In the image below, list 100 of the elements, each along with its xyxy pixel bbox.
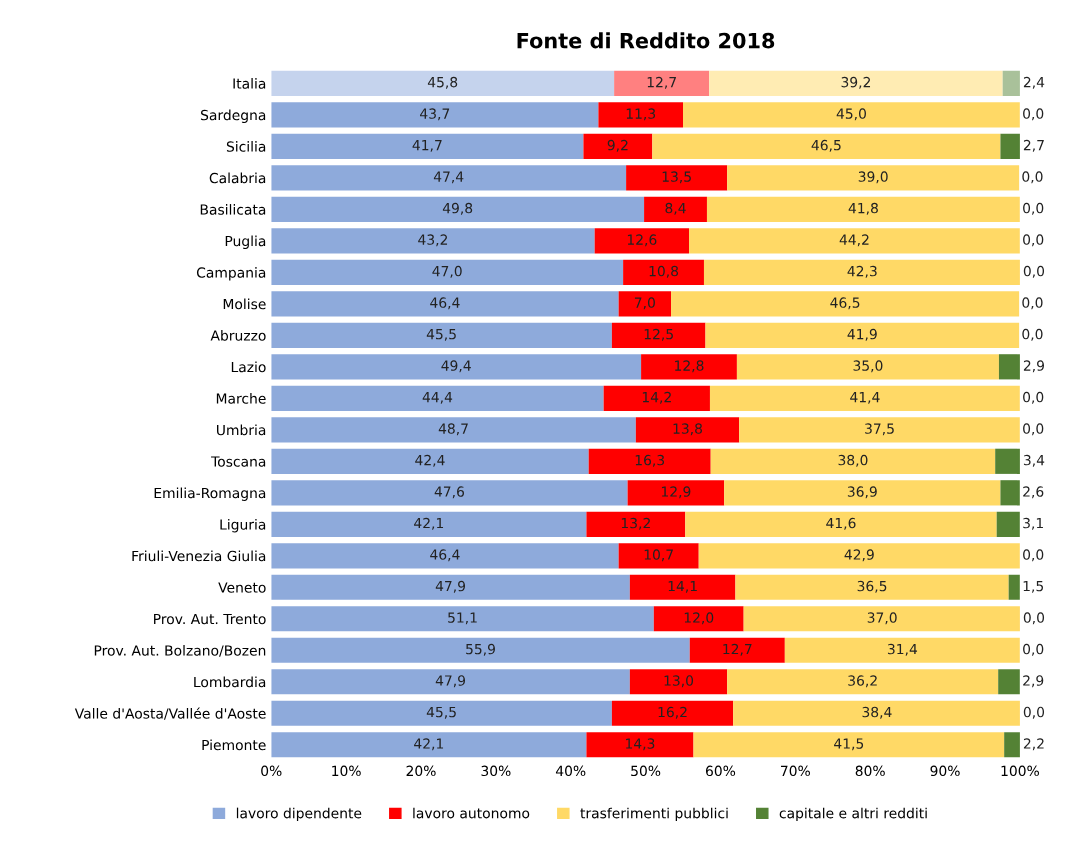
- bar: [1002, 70, 1020, 96]
- bar: [588, 448, 711, 474]
- bar: [693, 732, 1005, 758]
- bar: [641, 354, 737, 380]
- data-label: 41,6: [826, 517, 856, 530]
- bar: [996, 511, 1020, 537]
- bar: [586, 511, 686, 537]
- y-tick-label: Friuli-Venezia Giulia: [132, 550, 266, 562]
- data-label: 46,5: [811, 139, 841, 152]
- bar: [618, 543, 699, 569]
- data-label: 2,7: [1023, 139, 1044, 152]
- bar: [271, 291, 619, 317]
- data-label: 44,4: [422, 392, 453, 404]
- bar: [706, 196, 1020, 222]
- x-tick-label: 10%: [332, 765, 361, 777]
- data-label: 0,0: [1022, 171, 1043, 184]
- y-tick-label: Lazio: [231, 361, 266, 373]
- y-tick-label: Valle d'Aosta/Vallée d'Aoste: [74, 707, 266, 720]
- data-label: 10,8: [649, 265, 679, 278]
- y-tick-label: Puglia: [225, 235, 266, 249]
- bar: [623, 259, 704, 285]
- bar: [583, 133, 653, 159]
- bar: [271, 700, 612, 726]
- data-label: 38,4: [862, 706, 892, 719]
- data-label: 37,0: [867, 612, 897, 625]
- data-label: 35,0: [853, 360, 883, 373]
- x-tick-label: 80%: [855, 765, 885, 777]
- x-tick-label: 90%: [930, 765, 960, 777]
- y-tick-label: Umbria: [217, 424, 266, 436]
- data-label: 12,0: [684, 612, 714, 625]
- y-tick-label: Toscana: [211, 456, 266, 467]
- x-tick-label: 100%: [1001, 765, 1039, 777]
- bar: [1004, 732, 1020, 758]
- bar: [614, 70, 710, 96]
- bar: [626, 165, 728, 191]
- bar: [594, 228, 689, 254]
- bar: [271, 165, 627, 191]
- bar: [271, 574, 630, 600]
- data-label: 12,8: [675, 360, 704, 373]
- data-label: 0,0: [1023, 612, 1045, 625]
- data-label: 42,1: [414, 738, 444, 751]
- bar: [998, 669, 1020, 695]
- bar: [271, 669, 630, 695]
- data-label: 41,4: [850, 392, 880, 404]
- data-label: 44,2: [839, 234, 869, 247]
- bar: [698, 543, 1020, 569]
- data-label: 3,1: [1023, 517, 1043, 530]
- bar: [271, 354, 642, 380]
- x-tick-label: 20%: [406, 765, 436, 777]
- bar: [611, 700, 734, 726]
- data-label: 13,2: [621, 517, 650, 530]
- bar: [629, 669, 728, 695]
- bar: [703, 259, 1020, 285]
- bar: [271, 133, 584, 159]
- bar: [618, 291, 672, 317]
- data-label: 45,5: [426, 706, 456, 719]
- y-tick-label: Sardegna: [201, 109, 266, 124]
- data-label: 1,5: [1023, 580, 1044, 593]
- data-label: 2,9: [1023, 360, 1045, 373]
- bar: [271, 448, 589, 474]
- data-label: 39,0: [858, 171, 888, 184]
- data-label: 43,7: [420, 108, 450, 121]
- bar: [271, 385, 604, 411]
- data-label: 47,0: [432, 265, 462, 278]
- y-tick-label: Veneto: [218, 582, 266, 593]
- y-tick-label: Lombardia: [194, 676, 266, 688]
- bar: [598, 102, 684, 128]
- bar: [710, 448, 996, 474]
- y-tick-label: Calabria: [209, 172, 266, 184]
- data-label: 11,3: [626, 108, 656, 121]
- data-label: 0,0: [1023, 234, 1044, 247]
- data-label: 0,0: [1023, 108, 1044, 121]
- data-label: 2,6: [1023, 486, 1044, 499]
- bar: [629, 574, 736, 600]
- bar: [739, 417, 1020, 443]
- y-tick-label: Liguria: [220, 519, 266, 533]
- bar: [736, 354, 999, 380]
- bar: [627, 480, 725, 506]
- data-label: 0,0: [1023, 391, 1044, 404]
- data-label: 45,8: [427, 76, 458, 89]
- data-label: 3,4: [1023, 454, 1045, 467]
- y-tick-label: Prov. Aut. Trento: [154, 613, 266, 625]
- legend-label: lavoro autonomo: [413, 807, 530, 819]
- y-tick-label: Piemonte: [202, 739, 266, 751]
- data-label: 49,8: [442, 202, 473, 215]
- bar: [709, 70, 1003, 96]
- data-label: 0,0: [1023, 549, 1044, 562]
- bar: [271, 511, 587, 537]
- bar: [689, 637, 785, 663]
- data-label: 13,0: [664, 675, 694, 688]
- x-tick-label: 0%: [261, 765, 282, 777]
- data-label: 13,8: [673, 423, 703, 436]
- bar: [685, 511, 997, 537]
- bar: [709, 385, 1020, 411]
- bar: [271, 480, 628, 506]
- data-label: 42,4: [415, 454, 445, 467]
- bar: [735, 574, 1009, 600]
- y-tick-label: Molise: [223, 298, 266, 310]
- data-label: 47,4: [433, 171, 464, 184]
- bar: [271, 102, 599, 128]
